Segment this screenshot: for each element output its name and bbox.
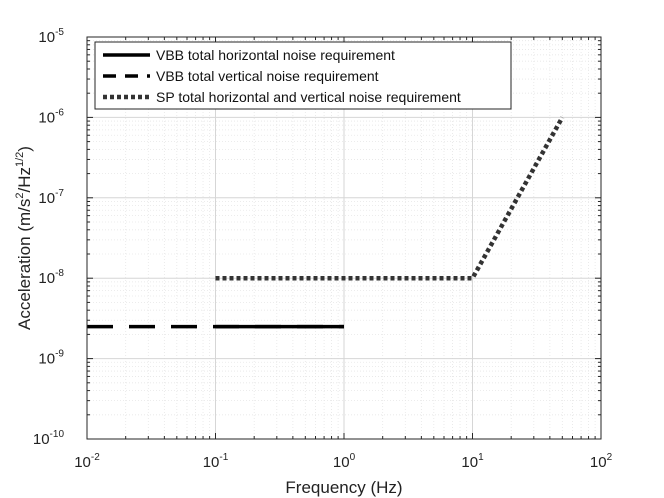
x-tick-label: 10-1 [203, 452, 229, 471]
legend-label-vbb-horizontal: VBB total horizontal noise requirement [156, 47, 395, 63]
x-tick-label: 102 [590, 452, 613, 471]
x-tick-label: 101 [461, 452, 484, 471]
y-tick-label: 10-7 [38, 188, 64, 207]
series-line-dotted [215, 116, 565, 281]
series-layer [87, 116, 565, 329]
y-tick-label: 10-5 [38, 27, 64, 46]
y-tick-label: 10-9 [38, 349, 64, 368]
legend-label-vbb-vertical: VBB total vertical noise requirement [156, 68, 379, 84]
y-tick-label: 10-6 [38, 107, 64, 126]
legend-box [94, 41, 512, 110]
y-tick-label: 10-8 [38, 268, 64, 287]
legend: VBB total horizontal noise requirement V… [94, 41, 512, 110]
x-tick-label: 100 [333, 452, 356, 471]
y-tick-label: 10-10 [33, 429, 65, 448]
axis-ticks: 10-2 10-1 100 101 102 10-10 10-9 10-8 10-7 10-6 10… [33, 27, 613, 471]
x-tick-label: 10-2 [74, 452, 100, 471]
x-axis-label: Frequency (Hz) [285, 478, 402, 497]
legend-label-sp: SP total horizontal and vertical noise r… [156, 89, 461, 105]
y-axis-label: Acceleration (m/s2/Hz1/2) [14, 146, 34, 330]
